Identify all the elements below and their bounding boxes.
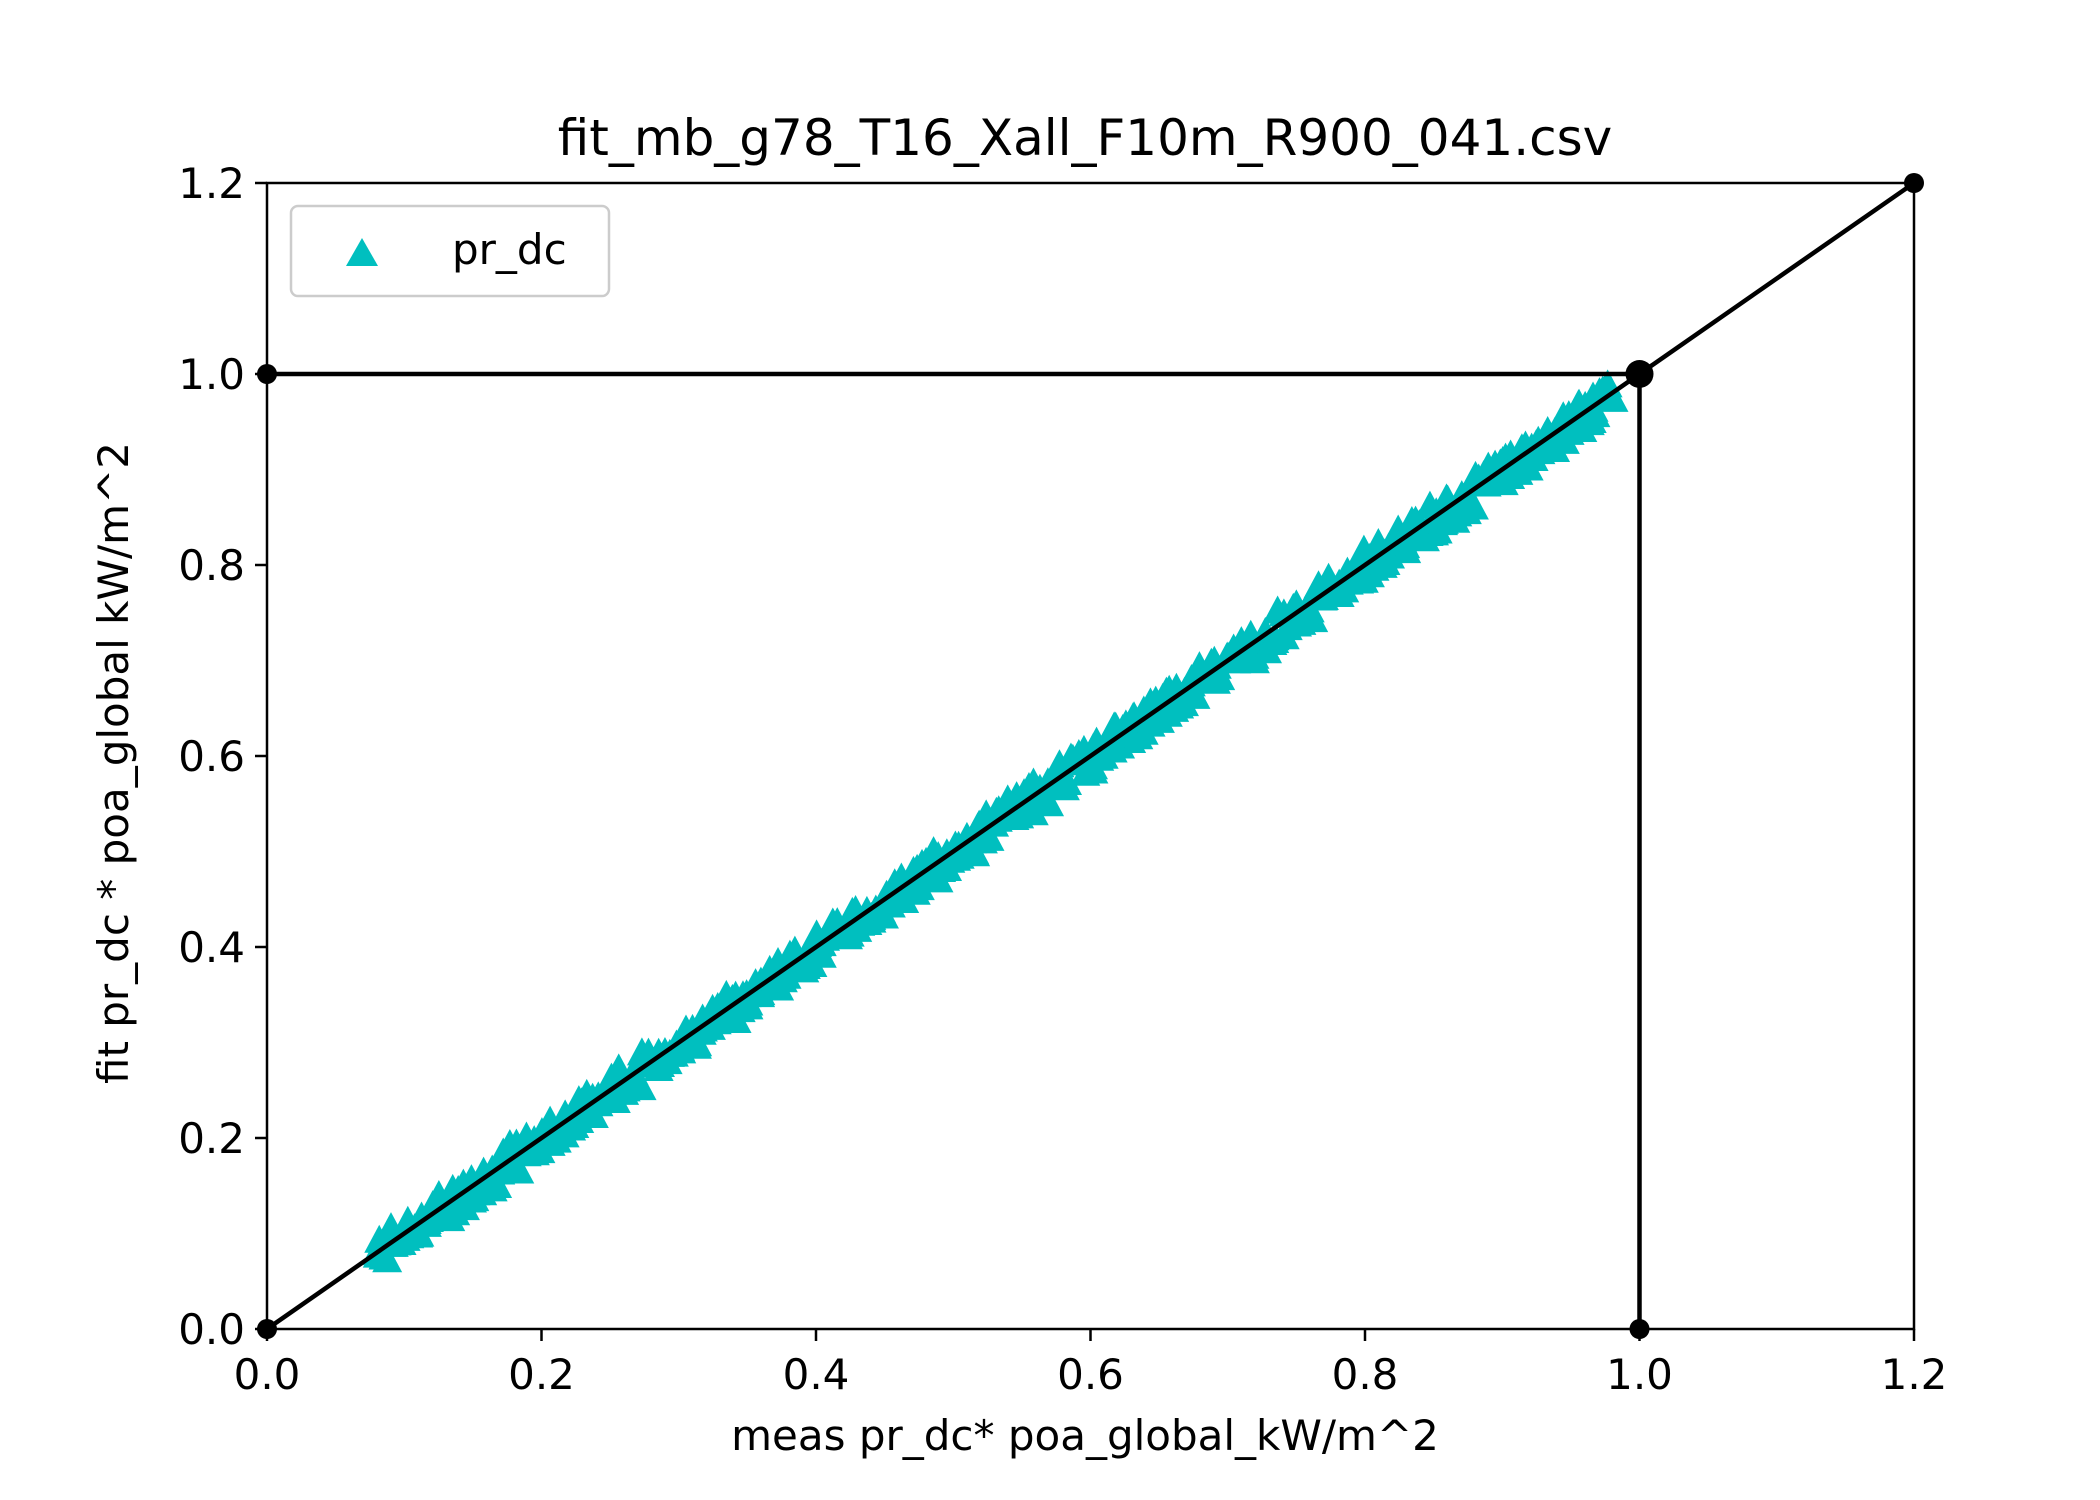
x-tick-label: 0.0 (234, 1350, 301, 1399)
data-point (1205, 662, 1236, 691)
x-tick-label: 0.4 (783, 1350, 850, 1399)
plot-area (257, 173, 1924, 1339)
y-axis-label: fit pr_dc * poa_global kW/m^2 (89, 442, 138, 1084)
x-tick-label: 0.6 (1057, 1350, 1124, 1399)
x-tick-label: 0.8 (1332, 1350, 1399, 1399)
data-point (1180, 680, 1211, 709)
data-point (504, 1155, 535, 1184)
data-point (1598, 383, 1629, 412)
data-point (1580, 399, 1611, 428)
y-tick-label: 0.4 (178, 923, 245, 972)
legend-label: pr_dc (452, 225, 567, 274)
data-point (1458, 491, 1489, 520)
data-point (626, 1072, 657, 1101)
x-axis-ticks: 0.0 0.2 0.4 0.6 0.8 1.0 1.2 (234, 1329, 1948, 1399)
data-point (1298, 604, 1329, 633)
y-tick-label: 1.0 (178, 350, 245, 399)
y-tick-label: 0.8 (178, 541, 245, 590)
x-tick-label: 1.2 (1881, 1350, 1948, 1399)
data-point (974, 822, 1005, 851)
data-point (1049, 772, 1080, 801)
legend-box (289, 204, 611, 298)
reference-point (1625, 360, 1654, 388)
y-tick-label: 0.2 (178, 1114, 245, 1163)
x-tick-label: 0.2 (508, 1350, 575, 1399)
data-point (681, 1030, 712, 1059)
data-point (1034, 788, 1065, 817)
reference-lines (265, 181, 1916, 1331)
legend: pr_dc (289, 204, 611, 298)
data-point (372, 1244, 403, 1273)
y-tick-label: 1.2 (178, 159, 245, 208)
data-point (806, 939, 837, 968)
reference-line (265, 181, 1916, 1331)
x-tick-label: 1.0 (1606, 1350, 1673, 1399)
y-tick-label: 0.0 (178, 1305, 245, 1354)
x-axis-label: meas pr_dc* poa_global_kW/m^2 (731, 1411, 1439, 1460)
y-tick-label: 0.6 (178, 732, 245, 781)
chart-title: fit_mb_g78_T16_Xall_F10m_R900_041.csv (558, 109, 1612, 167)
legend-marker-triangle-icon (346, 238, 378, 266)
y-axis-ticks: 0.0 0.2 0.4 0.6 0.8 1.0 1.2 (178, 159, 267, 1354)
